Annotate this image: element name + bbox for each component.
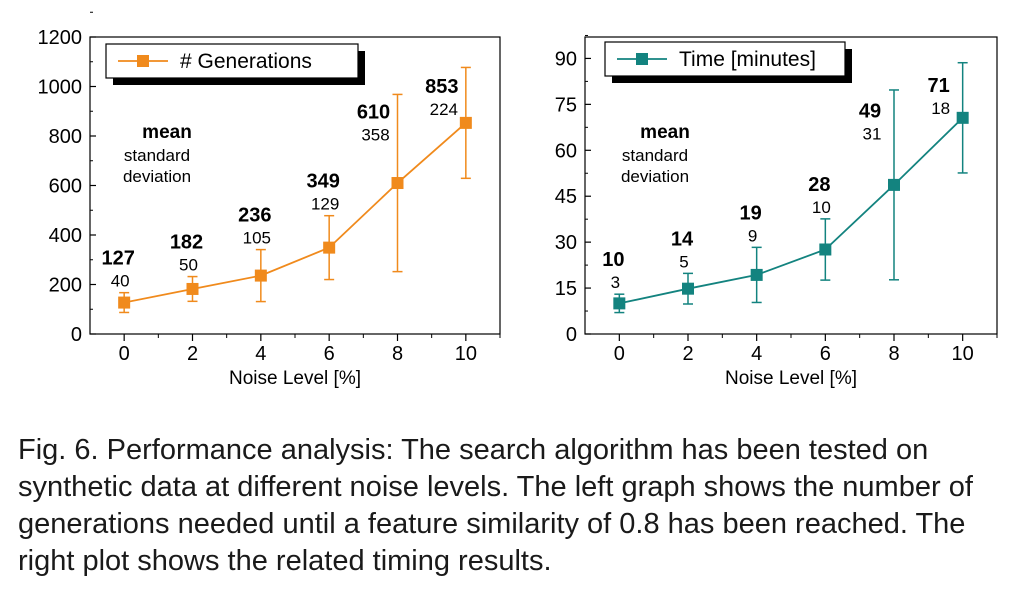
chart1-data-point bbox=[459, 116, 472, 129]
chart2-mean-label: 14 bbox=[671, 228, 694, 250]
chart1-y-tick-label: 200 bbox=[49, 275, 82, 297]
chart1-y-tick-label: 1000 bbox=[38, 77, 83, 99]
chart1-legend-marker bbox=[137, 55, 149, 67]
chart2-y-tick-label: 30 bbox=[555, 232, 577, 254]
chart2-series-line bbox=[619, 117, 964, 305]
chart1-legend-label: # Generations bbox=[180, 50, 312, 73]
chart1-x-tick-label: 8 bbox=[392, 343, 403, 365]
chart2-y-tick-label: 45 bbox=[555, 186, 577, 208]
chart1-x-tick-label: 6 bbox=[324, 343, 335, 365]
chart2-data-point bbox=[682, 282, 694, 295]
chart1-data-point bbox=[118, 296, 131, 309]
chart1-mean-label: 236 bbox=[238, 205, 271, 227]
chart1-sd-label: 105 bbox=[243, 229, 271, 248]
chart2-x-tick-label: 8 bbox=[888, 343, 899, 365]
chart2-annotation-mean: mean bbox=[640, 122, 690, 143]
chart2-legend-marker bbox=[636, 53, 648, 65]
chart1-annotation-sd1: standard bbox=[124, 146, 190, 165]
chart1-y-tick-label: 600 bbox=[49, 176, 82, 198]
chart2-data-point bbox=[750, 268, 763, 281]
chart1-x-tick-label: 4 bbox=[255, 343, 266, 365]
chart2-x-tick-label: 6 bbox=[820, 343, 831, 365]
chart2-annotation-sd2: deviation bbox=[621, 167, 689, 186]
chart1-sd-label: 358 bbox=[361, 126, 389, 145]
chart2-data-point bbox=[888, 178, 900, 191]
chart1-y-tick-label: 1200 bbox=[38, 27, 83, 49]
chart1-series-line bbox=[123, 122, 467, 304]
chart2-mean-label: 49 bbox=[859, 100, 881, 122]
chart1-data-point bbox=[186, 282, 199, 295]
chart2-sd-label: 9 bbox=[748, 226, 757, 245]
chart2-y-tick-label: 0 bbox=[566, 324, 577, 346]
chart1-sd-label: 40 bbox=[111, 272, 130, 291]
chart1-x-tick-label: 0 bbox=[119, 343, 130, 365]
chart1-x-axis-label: Noise Level [%] bbox=[229, 368, 361, 389]
chart1-x-tick-label: 10 bbox=[455, 343, 477, 365]
chart1-sd-label: 50 bbox=[179, 256, 198, 275]
chart2-sd-label: 31 bbox=[863, 124, 882, 143]
chart2-data-point bbox=[956, 111, 969, 124]
chart1-sd-label: 224 bbox=[430, 100, 458, 119]
chart2-mean-label: 19 bbox=[740, 202, 762, 224]
chart1-y-tick-label: 400 bbox=[49, 225, 82, 247]
chart1-data-point bbox=[254, 269, 267, 282]
chart2-sd-label: 18 bbox=[931, 99, 950, 118]
chart1-y-tick-label: 800 bbox=[49, 126, 82, 148]
chart2-annotation-sd1: standard bbox=[622, 146, 688, 165]
chart2-x-tick-label: 0 bbox=[614, 343, 625, 365]
chart2-data-point bbox=[819, 243, 832, 256]
chart1-x-tick-label: 2 bbox=[187, 343, 198, 365]
chart2-y-tick-label: 60 bbox=[555, 140, 577, 162]
chart1-mean-label: 610 bbox=[357, 102, 390, 124]
chart2-x-tick-label: 2 bbox=[682, 343, 693, 365]
chart2-y-tick-label: 90 bbox=[555, 48, 577, 70]
chart2-mean-label: 28 bbox=[808, 174, 830, 196]
chart1-data-point bbox=[391, 177, 404, 190]
chart1-sd-label: 129 bbox=[311, 195, 339, 214]
figure-caption: Fig. 6. Performance analysis: The search… bbox=[18, 434, 973, 577]
chart2-sd-label: 10 bbox=[812, 198, 831, 217]
chart2-y-tick-label: 75 bbox=[555, 94, 577, 116]
chart2-sd-label: 5 bbox=[679, 252, 688, 271]
chart2-x-axis-label: Noise Level [%] bbox=[725, 368, 857, 389]
chart1-mean-label: 127 bbox=[101, 248, 134, 270]
chart1-annotation-mean: mean bbox=[142, 122, 192, 143]
chart1-y-tick-label: 0 bbox=[71, 324, 82, 346]
chart1-mean-label: 349 bbox=[306, 171, 339, 193]
chart2-mean-label: 71 bbox=[928, 75, 950, 97]
chart1-mean-label: 853 bbox=[425, 76, 458, 98]
chart1-mean-label: 182 bbox=[170, 232, 203, 254]
chart2-sd-label: 3 bbox=[611, 273, 620, 292]
chart2-y-tick-label: 15 bbox=[555, 278, 577, 300]
chart2-x-tick-label: 4 bbox=[751, 343, 762, 365]
chart2-data-point bbox=[613, 297, 626, 310]
chart2-mean-label: 10 bbox=[602, 249, 624, 271]
chart2-legend-label: Time [minutes] bbox=[679, 48, 816, 71]
chart2-x-tick-label: 10 bbox=[952, 343, 974, 365]
chart1-annotation-sd2: deviation bbox=[123, 167, 191, 186]
chart1-data-point bbox=[323, 241, 336, 254]
